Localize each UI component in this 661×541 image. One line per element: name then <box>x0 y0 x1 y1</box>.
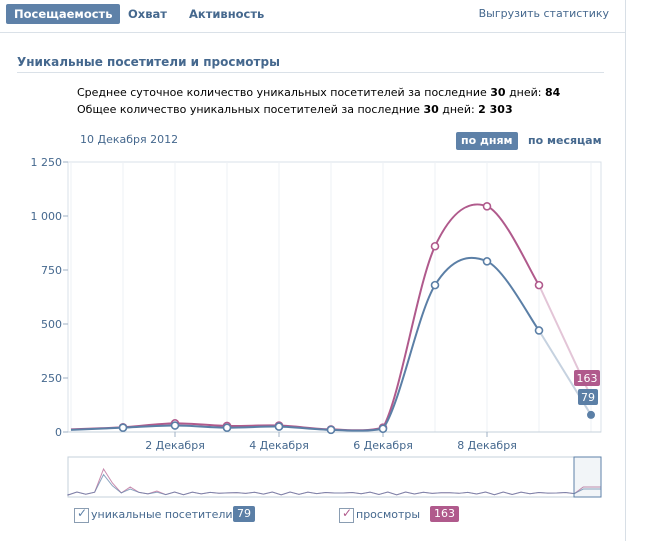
stats-tabs: Посещаемость Охват Активность Выгрузить … <box>0 0 625 33</box>
x-tick-label: 8 Декабря <box>457 439 517 452</box>
stats-panel <box>625 0 626 541</box>
export-stats-link[interactable]: Выгрузить статистику <box>478 7 609 20</box>
y-tick-label: 750 <box>41 264 62 277</box>
checkmark-icon: ✓ <box>77 506 88 520</box>
data-point <box>274 422 284 431</box>
total-suffix: дней: <box>442 103 475 116</box>
plot-area <box>67 161 602 433</box>
navigator-selection <box>573 456 602 498</box>
navigator-frame <box>67 456 602 498</box>
chart-grid <box>67 161 602 433</box>
period-months-button[interactable]: по месяцам <box>528 134 602 147</box>
total-label: Общее количество уникальных посетителей … <box>77 103 420 116</box>
y-axis: 0 250 500 750 1 000 1 250 <box>31 156 68 439</box>
data-point <box>118 423 128 432</box>
section-title: Уникальные посетители и просмотры <box>17 55 280 69</box>
tab-reach[interactable]: Охват <box>128 7 167 21</box>
section-divider <box>17 72 604 73</box>
y-tick-label: 0 <box>55 426 62 439</box>
period-days-button[interactable]: по дням <box>456 132 518 150</box>
data-point <box>326 425 336 435</box>
current-date: 10 Декабря 2012 <box>80 133 179 146</box>
last-value-badge-views <box>574 370 600 386</box>
navigator-visitors <box>67 473 601 496</box>
chart-navigator <box>67 456 602 498</box>
tab-attendance[interactable]: Посещаемость <box>6 4 121 24</box>
legend-visitors-value: 79 <box>233 506 255 522</box>
avg-daily-visitors: Среднее суточное количество уникальных п… <box>77 86 560 99</box>
data-point <box>534 326 544 335</box>
avg-daily-value: 84 <box>544 86 561 99</box>
avg-daily-suffix: дней: <box>509 86 542 99</box>
y-tick-label: 250 <box>41 372 62 385</box>
data-point <box>378 424 388 434</box>
total-visitors: Общее количество уникальных посетителей … <box>77 103 513 116</box>
visitors-checkbox[interactable]: ✓ <box>74 506 89 523</box>
data-point <box>534 280 544 290</box>
x-axis: 2 Декабря 4 Декабря 6 Декабря 8 Декабря <box>145 432 517 452</box>
checkmark-icon: ✓ <box>342 506 353 520</box>
total-value: 2 303 <box>478 103 513 116</box>
legend-views-value: 163 <box>430 506 459 522</box>
x-tick-label: 4 Декабря <box>249 439 309 452</box>
legend-visitors-label: уникальные посетители <box>91 508 233 521</box>
legend-views-label: просмотры <box>356 508 421 521</box>
last-value-views: 163 <box>577 372 598 385</box>
data-point <box>482 257 492 266</box>
data-point <box>222 423 232 432</box>
total-days: 30 <box>423 103 439 116</box>
data-point <box>587 410 595 419</box>
views-checkbox[interactable]: ✓ <box>339 506 354 523</box>
y-tick-label: 1 000 <box>31 210 63 223</box>
last-value-visitors: 79 <box>581 391 595 404</box>
data-point <box>430 241 440 251</box>
x-tick-label: 6 Декабря <box>353 439 413 452</box>
avg-daily-label: Среднее суточное количество уникальных п… <box>77 86 487 99</box>
data-point <box>482 201 492 211</box>
data-point <box>170 421 180 430</box>
y-tick-label: 1 250 <box>31 156 63 169</box>
x-tick-label: 2 Декабря <box>145 439 205 452</box>
data-point <box>430 280 440 290</box>
visitors-chart[interactable]: 0 250 500 750 1 000 1 250 2 Декабря 4 Декабря 6… <box>0 152 625 502</box>
tab-activity[interactable]: Активность <box>189 7 265 21</box>
y-tick-label: 500 <box>41 318 62 331</box>
avg-daily-days: 30 <box>490 86 506 99</box>
last-value-badge-visitors <box>578 389 598 405</box>
